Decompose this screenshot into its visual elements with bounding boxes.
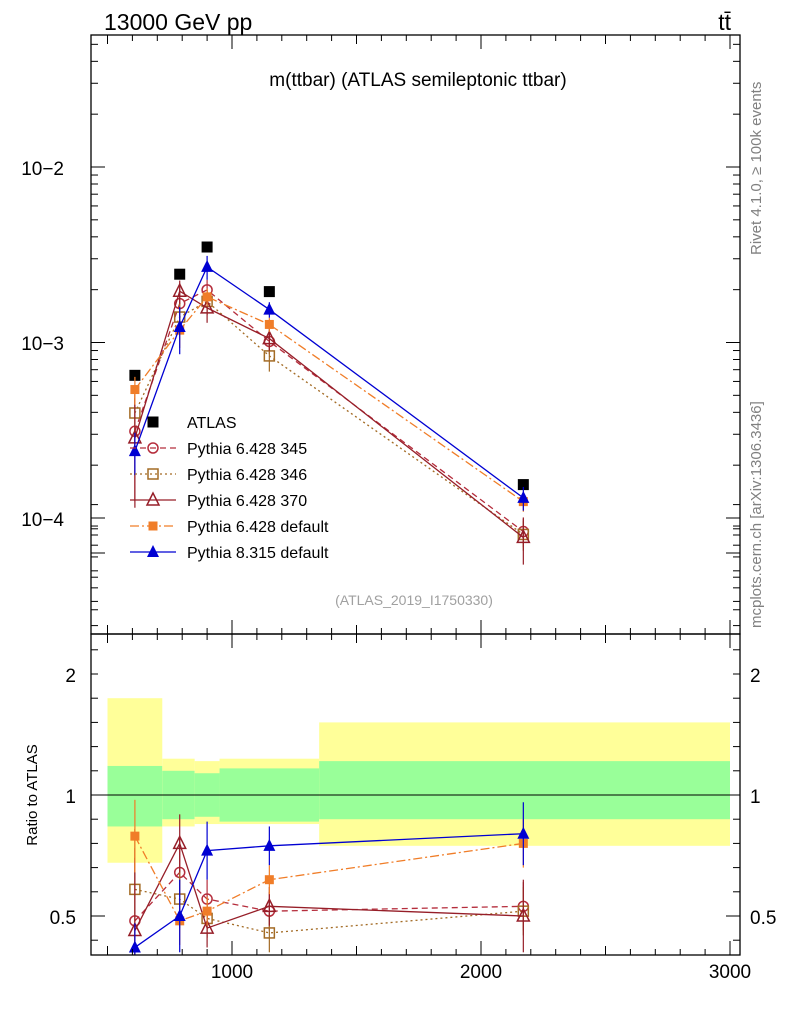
data-point-atlas-2	[201, 241, 213, 253]
ratio-line-2	[134, 841, 524, 931]
series-point-3-0	[130, 385, 140, 395]
ratio-ylabel: Ratio to ATLAS	[24, 744, 41, 845]
ratio-point-4-4	[517, 826, 530, 839]
series-point-3-3	[264, 319, 274, 329]
ratio-point-2-3	[262, 897, 277, 913]
ratio-point-3-0	[130, 831, 140, 841]
axes	[90, 34, 741, 956]
legend-marker-2	[145, 491, 161, 506]
series-point-2-1	[172, 282, 187, 297]
series-point-3-2	[202, 292, 212, 302]
series-line-4	[134, 265, 524, 499]
ytick-label-1e-3: 10−3	[21, 334, 64, 355]
legend-label-series-0: Pythia 6.428 345	[187, 441, 307, 458]
ratio-point-2-1	[172, 834, 187, 850]
ratio-ytick-label-right-0.5: 0.5	[750, 908, 776, 929]
series-point-4-4	[517, 490, 530, 503]
band-inner-4	[319, 761, 730, 820]
ratio-point-2-2	[199, 919, 215, 934]
data-point-atlas-3	[263, 286, 275, 298]
data-point-atlas-4	[517, 479, 529, 491]
legend-label-series-4: Pythia 8.315 default	[187, 545, 329, 562]
ratio-point-1-3	[263, 927, 276, 939]
ratio-line-1	[134, 888, 524, 934]
series-point-4-3	[263, 302, 276, 315]
legend-label-series-2: Pythia 6.428 370	[187, 493, 307, 510]
ratio-line-4	[134, 833, 524, 948]
legend-marker-3	[148, 521, 158, 531]
data-point-atlas-0	[129, 369, 141, 381]
legend-marker-4	[147, 545, 159, 557]
ratio-point-3-2	[202, 906, 212, 916]
chart-title: m(ttbar) (ATLAS semileptonic ttbar)	[269, 70, 566, 91]
legend-label-series-3: Pythia 6.428 default	[187, 519, 329, 536]
series-line-1	[134, 300, 524, 535]
legend-marker-1	[147, 468, 159, 480]
xtick-label-3000: 3000	[709, 962, 751, 983]
series-point-4-0	[128, 444, 141, 457]
data-point-atlas-1	[174, 268, 186, 280]
ratio-point-4-3	[263, 838, 276, 851]
xtick-label-2000: 2000	[460, 962, 502, 983]
mcplots-label: mcplots.cern.ch [arXiv:1306.3436]	[748, 401, 765, 628]
xtick-label-1000: 1000	[211, 962, 253, 983]
analysis-id: (ATLAS_2019_I1750330)	[335, 592, 493, 608]
ratio-ytick-label-1: 1	[65, 787, 76, 808]
energy-label: 13000 GeV pp	[104, 9, 252, 35]
ratio-point-3-3	[264, 875, 274, 885]
series-point-2-3	[262, 329, 277, 345]
ratio-ytick-label-2: 2	[65, 666, 76, 687]
legend-marker-atlas	[147, 416, 159, 428]
legend-marker-0	[147, 442, 159, 454]
series-point-2-4	[516, 528, 531, 544]
rivet-label: Rivet 4.1.0, ≥ 100k events	[748, 82, 765, 255]
series-point-2-2	[199, 299, 215, 314]
ratio-point-4-0	[128, 940, 141, 953]
legend: ATLAS Pythia 6.428 345 Pythia 6.428 346 …	[130, 415, 329, 562]
ratio-ytick-label-right-1: 1	[750, 787, 761, 808]
process-label: tt̄	[718, 9, 731, 35]
ratio-point-4-1	[173, 909, 186, 921]
ratio-point-4-2	[201, 843, 214, 856]
legend-markers	[130, 416, 176, 557]
series-point-4-2	[201, 259, 214, 272]
ratio-plot-series	[127, 799, 531, 955]
main-plot-series	[127, 241, 531, 565]
uncertainty-bands	[91, 698, 740, 863]
ytick-label-1e-2: 10−2	[21, 159, 64, 180]
ratio-ytick-label-right-2: 2	[750, 666, 761, 687]
legend-label-atlas: ATLAS	[187, 415, 237, 432]
series-point-1-3	[263, 350, 276, 362]
legend-label-series-1: Pythia 6.428 346	[187, 467, 307, 484]
ratio-point-2-4	[516, 907, 531, 922]
series-point-4-1	[173, 320, 186, 333]
ratio-ytick-label-0.5: 0.5	[50, 908, 76, 929]
ytick-label-1e-4: 10−4	[21, 510, 64, 531]
